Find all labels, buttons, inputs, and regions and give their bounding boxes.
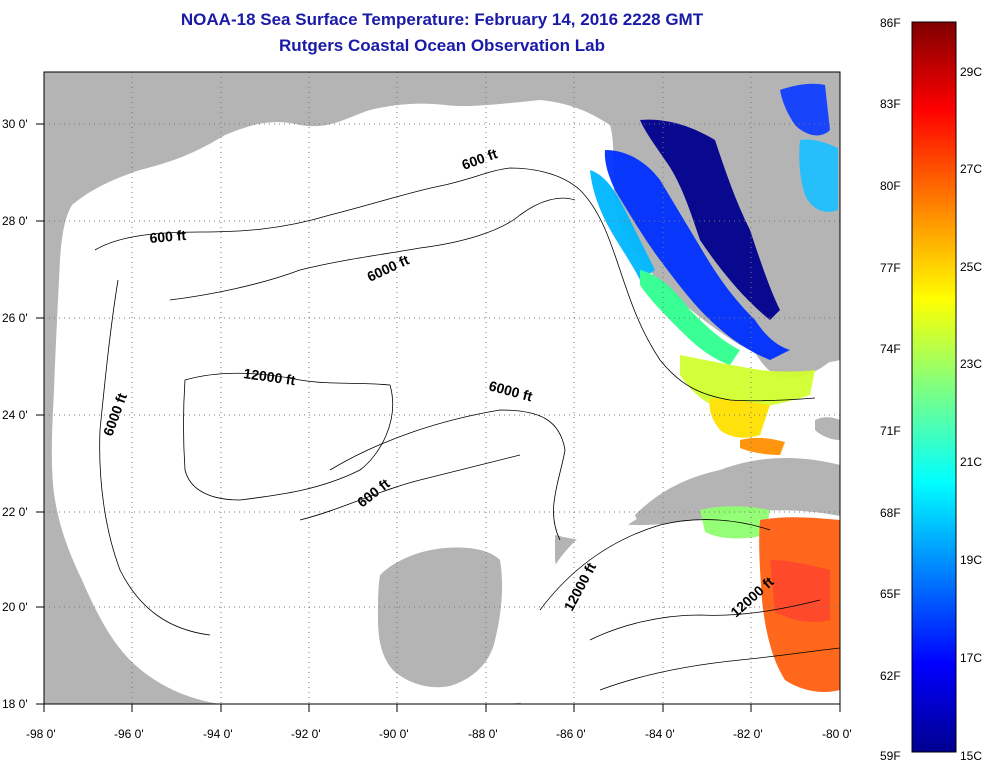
lat-tick-label: 24 0' [2, 408, 28, 422]
contour-caribbean [589, 599, 821, 641]
contour-600ft-south [299, 454, 521, 521]
colorbar-c-label: 15C [960, 749, 982, 763]
contour-600ft-north [94, 167, 816, 402]
yucatan-land [378, 547, 503, 688]
colorbar-f-label: 80F [880, 179, 901, 193]
colorbar-c-label: 29C [960, 65, 982, 79]
lat-tick-label: 28 0' [2, 214, 28, 228]
lon-tick-label: -80 0' [822, 727, 852, 741]
graticule [44, 72, 840, 704]
map-subtitle: Rutgers Coastal Ocean Observation Lab [279, 36, 605, 55]
colorbar-f-label: 71F [880, 424, 901, 438]
contour-label: 600 ft [149, 227, 187, 246]
colorbar-c-label: 19C [960, 553, 982, 567]
lon-tick-label: -88 0' [468, 727, 498, 741]
colorbar-gradient [911, 21, 957, 753]
lon-tick-label: -86 0' [556, 727, 586, 741]
contour-6000ft-east [329, 409, 566, 541]
bathymetry-contours [94, 167, 840, 691]
sst-data-overlay [590, 83, 840, 692]
colorbar-f-label: 65F [880, 587, 901, 601]
colorbar-c-label: 21C [960, 455, 982, 469]
lon-tick-label: -98 0' [26, 727, 56, 741]
cuba-land [635, 466, 840, 532]
lon-tick-labels: -98 0' -96 0' -94 0' -92 0' -90 0' -88 0… [26, 727, 852, 741]
colorbar-f-label: 59F [880, 749, 901, 763]
gulf-water [51, 100, 840, 704]
lat-tick-label: 22 0' [2, 505, 28, 519]
lat-tick-label: 30 0' [2, 117, 28, 131]
colorbar-f-label: 74F [880, 342, 901, 356]
colorbar-c-label: 17C [960, 651, 982, 665]
colorbar-f-label: 86F [880, 16, 901, 30]
map-frame [43, 71, 841, 705]
lon-tick-label: -92 0' [291, 727, 321, 741]
colorbar-f-label: 62F [880, 669, 901, 683]
colorbar-f-label: 68F [880, 506, 901, 520]
bahamas-land [815, 417, 840, 440]
lat-tick-label: 20 0' [2, 600, 28, 614]
colorbar-f-label: 83F [880, 97, 901, 111]
lat-tick-labels: 30 0' 28 0' 26 0' 24 0' 22 0' 20 0' 18 0… [2, 117, 28, 711]
lat-tick-label: 18 0' [2, 697, 28, 711]
lon-tick-label: -82 0' [733, 727, 763, 741]
lon-tick-label: -94 0' [203, 727, 233, 741]
contour-caribbean-2 [599, 647, 840, 691]
colorbar-c-label: 25C [960, 260, 982, 274]
contour-12000ft-east [539, 519, 771, 611]
contour-6000ft-north [169, 197, 576, 301]
colorbar-f-label: 77F [880, 261, 901, 275]
lat-tick-label: 26 0' [2, 311, 28, 325]
contour-6000ft-west [99, 279, 211, 636]
lon-tick-label: -84 0' [645, 727, 675, 741]
colorbar-c-label: 23C [960, 357, 982, 371]
contour-12000ft [183, 372, 394, 501]
colorbar-c-label: 27C [960, 162, 982, 176]
contour-label: 12000 ft [243, 365, 297, 388]
axis-ticks [36, 123, 841, 712]
lon-tick-label: -96 0' [114, 727, 144, 741]
colorbar: 86F 83F 80F 77F 74F 71F 68F 65F 62F 59F … [880, 16, 982, 763]
map-area: 600 ft 600 ft 6000 ft 6000 ft 12000 ft 6… [44, 72, 840, 704]
map-title: NOAA-18 Sea Surface Temperature: Februar… [180, 10, 704, 29]
lon-tick-label: -90 0' [379, 727, 409, 741]
